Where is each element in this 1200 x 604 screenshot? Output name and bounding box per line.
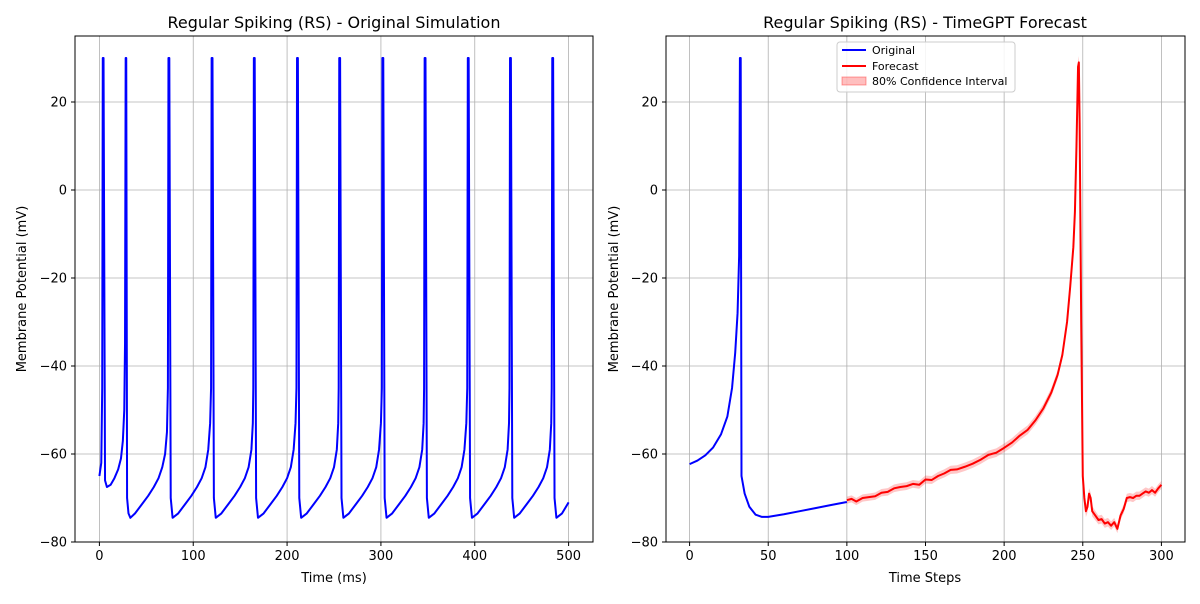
left-chart-title: Regular Spiking (RS) - Original Simulati…: [168, 13, 501, 32]
left-x-tick-label: 100: [181, 549, 206, 564]
legend-swatch-confidence-interval: [841, 76, 867, 86]
right-y-tick-label: 0: [650, 184, 658, 199]
legend-label-original: Original: [872, 44, 915, 57]
legend-label-forecast: Forecast: [872, 60, 919, 73]
left-chart: 0 100 200 300 400 500 −80 −60 −40 −20 0 20 Regular …: [15, 13, 594, 586]
right-x-tick-label: 100: [834, 549, 859, 564]
left-y-tick-label: −40: [40, 360, 67, 375]
right-x-tick-label: 50: [760, 549, 777, 564]
right-y-axis-label: Membrane Potential (mV): [607, 206, 622, 373]
left-y-tick-label: −20: [40, 272, 67, 287]
left-x-axis-label: Time (ms): [300, 571, 367, 586]
left-x-tick-label: 400: [462, 549, 487, 564]
right-x-tick-label: 300: [1149, 549, 1174, 564]
right-plot-lines: [689, 57, 1163, 530]
right-y-tick-label: −60: [631, 448, 658, 463]
right-x-tick-label: 200: [992, 549, 1017, 564]
right-chart-title: Regular Spiking (RS) - TimeGPT Forecast: [763, 13, 1087, 32]
left-y-tick-label: −80: [40, 536, 67, 551]
right-y-tick-label: −20: [631, 272, 658, 287]
left-plot-lines: [98, 57, 570, 519]
left-x-tick-label: 500: [556, 549, 581, 564]
right-x-tick-label: 150: [913, 549, 938, 564]
right-ticks: 0 50 100 150 200 250 300 −80 −60 −40 −20 0 20: [631, 96, 1174, 565]
right-x-tick-label: 250: [1070, 549, 1095, 564]
legend-label-confidence-interval: 80% Confidence Interval: [872, 75, 1007, 88]
left-x-tick-label: 200: [275, 549, 300, 564]
left-axes-frame: [74, 35, 594, 543]
left-x-tick-label: 300: [369, 549, 394, 564]
right-chart: 0 50 100 150 200 250 300 −80 −60 −40 −20 0 20 Regula…: [607, 13, 1186, 586]
left-y-tick-label: −60: [40, 448, 67, 463]
right-series-line-forecast: [846, 61, 1163, 530]
right-x-axis-label: Time Steps: [888, 571, 962, 586]
right-y-tick-label: −40: [631, 360, 658, 375]
right-y-tick-label: −80: [631, 536, 658, 551]
right-x-tick-label: 0: [685, 549, 693, 564]
left-x-tick-label: 0: [95, 549, 103, 564]
left-grid: [75, 36, 593, 543]
left-ticks: 0 100 200 300 400 500 −80 −60 −40 −20 0 20: [40, 96, 581, 565]
left-y-axis-label: Membrane Potential (mV): [15, 206, 30, 373]
left-series-line-membrane-potential: [98, 57, 570, 519]
legend: Original Forecast 80% Confidence Interva…: [836, 41, 1016, 93]
right-series-line-original: [689, 57, 848, 518]
left-y-tick-label: 20: [50, 96, 67, 111]
right-y-tick-label: 20: [641, 96, 658, 111]
legend-box: [836, 41, 1016, 93]
left-y-tick-label: 0: [59, 184, 67, 199]
